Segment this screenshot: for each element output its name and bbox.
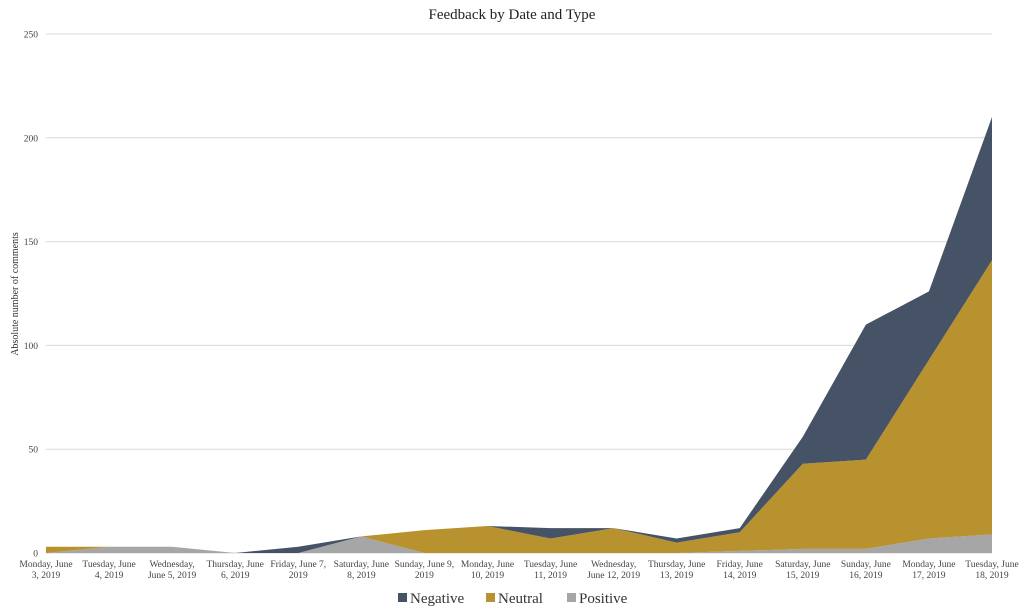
- x-tick-label: Friday, June 14, 2019: [717, 560, 763, 581]
- legend-label: Neutral: [498, 591, 543, 607]
- legend-swatch: [398, 593, 407, 602]
- legend-item-positive: Positive: [567, 591, 628, 607]
- legend-swatch: [567, 593, 576, 602]
- legend-label: Positive: [579, 591, 628, 607]
- area-neutral: [46, 260, 992, 553]
- y-axis-ticks: 0 50 100 150 200 250: [24, 31, 39, 560]
- x-tick-label: Monday, June 3, 2019: [19, 560, 72, 581]
- x-tick-label: Tuesday, June 18, 2019: [965, 560, 1018, 581]
- legend-item-neutral: Neutral: [486, 591, 543, 607]
- x-tick-label: Sunday, June 16, 2019: [841, 560, 891, 581]
- legend-item-negative: Negative: [398, 591, 464, 607]
- legend-label: Negative: [410, 591, 464, 607]
- chart-title: Feedback by Date and Type: [429, 7, 596, 23]
- x-tick-label: Monday, June 17, 2019: [902, 560, 955, 581]
- x-tick-label: Tuesday, June 11, 2019: [524, 560, 577, 581]
- y-tick-label: 100: [24, 342, 39, 352]
- legend-swatch: [486, 593, 495, 602]
- area-positive: [46, 534, 992, 553]
- x-tick-label: Wednesday, June 12, 2019: [587, 560, 640, 581]
- y-tick-label: 200: [24, 134, 39, 144]
- x-tick-label: Thursday, June 6, 2019: [206, 560, 263, 581]
- y-tick-label: 150: [24, 238, 39, 248]
- legend: Negative Neutral Positive: [398, 591, 628, 607]
- x-tick-label: Monday, June 10, 2019: [461, 560, 514, 581]
- x-tick-label: Thursday, June 13, 2019: [648, 560, 705, 581]
- x-tick-label: Friday, June 7, 2019: [270, 560, 326, 581]
- x-tick-label: Wednesday, June 5, 2019: [148, 560, 197, 581]
- y-tick-label: 250: [24, 31, 39, 41]
- x-axis-ticks: Monday, June 3, 2019 Tuesday, June 4, 2019 W…: [19, 560, 1018, 581]
- area-series: [46, 117, 992, 553]
- y-tick-label: 50: [29, 446, 39, 456]
- x-tick-label: Saturday, June 15, 2019: [775, 560, 830, 581]
- y-axis-label: Absolute number of comments: [10, 232, 21, 356]
- x-tick-label: Sunday, June 9, 2019: [395, 560, 455, 581]
- x-tick-label: Tuesday, June 4, 2019: [82, 560, 135, 581]
- y-tick-label: 0: [33, 550, 38, 560]
- x-tick-label: Saturday, June 8, 2019: [334, 560, 389, 581]
